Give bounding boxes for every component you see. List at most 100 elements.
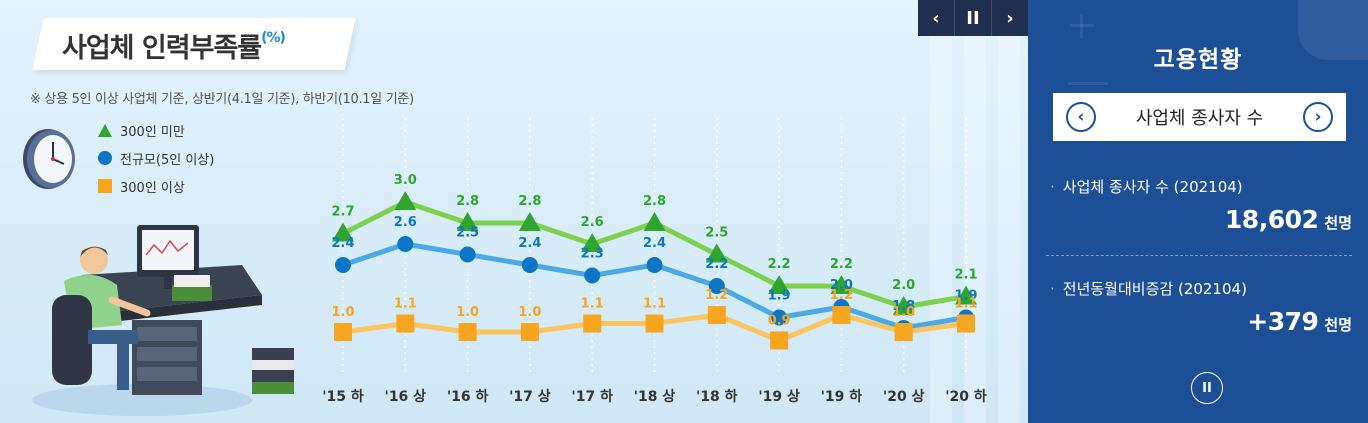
panel-title: 고용현황 [1153, 47, 1243, 73]
stat-label-text: 사업체 종사자 수 (202104) [1062, 178, 1243, 196]
triangle-point [955, 285, 977, 305]
triangle-marker-icon [98, 123, 112, 137]
pause-button[interactable]: II [954, 0, 991, 36]
square-point [396, 314, 415, 333]
triangle-point [518, 212, 541, 231]
chevron-left-icon: ‹ [932, 7, 940, 29]
square-point [957, 314, 975, 333]
square-point [334, 323, 352, 341]
data-label: 2.6 [394, 215, 417, 230]
legend-label: 300인 미만 [120, 124, 185, 140]
chart-subtitle: ※ 상용 5인 이상 사업체 기준, 상반기(4.1일 기준), 하반기(10.… [30, 92, 414, 107]
background-stripe [998, 0, 1020, 423]
data-label: 3.0 [394, 173, 417, 188]
square-point [583, 314, 602, 333]
data-label: 1.0 [518, 305, 541, 320]
square-point [520, 323, 539, 341]
x-tick-label: '17 하 [571, 388, 613, 405]
square-point [645, 314, 664, 333]
x-tick-label: '20 하 [945, 388, 987, 405]
chart-title: 사업체 인력부족률(%) [62, 26, 286, 65]
stat-label-text: 전년동월대비증감 (202104) [1062, 280, 1247, 298]
data-label: 2.5 [456, 226, 479, 241]
data-label: 0.9 [768, 314, 791, 329]
x-tick-label: '19 상 [758, 389, 800, 405]
x-tick-label: '17 상 [509, 389, 551, 405]
data-label: 2.8 [456, 194, 479, 209]
pause-icon: II [966, 7, 980, 29]
slider-nav: ‹ II › [918, 0, 1028, 36]
office-worker-illustration [32, 225, 262, 416]
data-label: 2.6 [581, 215, 604, 230]
data-label: 2.7 [331, 205, 354, 220]
line-chart: 2.7 3.0 2.8 2.8 2.6 2.8 2.5 2.2 2.2 2.0 2.1 2.4 2.6 2… [322, 173, 987, 405]
triangle-point [643, 212, 666, 231]
circle-point [521, 257, 538, 273]
chart-section: 사업체 인력부족률(%) ※ 상용 5인 이상 사업체 기준, 상반기(4.1일… [0, 0, 1028, 423]
data-label: 2.0 [892, 278, 915, 293]
data-label: 2.4 [518, 236, 541, 251]
stat-number: 18,602 [1224, 205, 1319, 234]
prev-slide-button[interactable]: ‹ [918, 0, 954, 36]
data-label: 1.2 [705, 288, 728, 303]
selector-next-button[interactable]: › [1303, 102, 1333, 132]
plus-decoration [1080, 14, 1083, 38]
plus-decoration [1070, 24, 1094, 27]
decoration [1068, 82, 1108, 85]
data-label: 2.3 [581, 247, 604, 262]
panel-pause-button[interactable]: II [1191, 372, 1223, 404]
data-label: 1.8 [892, 299, 915, 314]
data-label: 1.1 [581, 297, 604, 312]
data-label: 1.9 [954, 289, 977, 304]
chevron-left-icon: ‹ [1077, 107, 1085, 127]
data-label: 2.1 [954, 268, 977, 283]
clock-icon [23, 129, 75, 189]
data-label: 1.0 [331, 305, 354, 320]
data-label: 1.9 [768, 289, 791, 304]
data-label: 2.2 [705, 257, 728, 272]
x-tick-label: '20 상 [883, 389, 925, 405]
square-point [707, 306, 726, 324]
triangle-point [456, 212, 479, 231]
stat-unit: 천명 [1324, 316, 1352, 334]
data-label: 2.5 [705, 226, 728, 241]
legend-label: 전규모(5인 이상) [120, 152, 215, 168]
chart-title-text: 사업체 인력부족률 [62, 33, 262, 64]
x-tick-label: '18 상 [634, 389, 676, 405]
triangle-point [332, 222, 354, 242]
triangle-point [394, 191, 417, 210]
triangle-point [581, 233, 604, 252]
books-icon [252, 348, 294, 394]
data-label: 1.1 [394, 297, 417, 312]
circle-marker-icon [98, 151, 112, 165]
square-point [458, 323, 477, 341]
data-label: 2.8 [518, 194, 541, 209]
stat-value-yoy-change: +379 천명 [1247, 307, 1352, 336]
circle-point [397, 236, 414, 252]
stat-unit: 천명 [1324, 214, 1352, 232]
data-label: 2.4 [643, 236, 666, 251]
legend-item-under-300: 300인 미만 [98, 120, 185, 140]
x-tick-label: '16 하 [447, 388, 489, 405]
circle-point [584, 267, 601, 284]
triangle-point [892, 296, 915, 315]
circle-point [708, 278, 725, 294]
circle-point [646, 257, 663, 273]
selector-label: 사업체 종사자 수 [1135, 108, 1264, 129]
data-label: 2.8 [643, 194, 666, 209]
square-point [770, 331, 789, 350]
circle-point [771, 309, 788, 326]
chevron-right-icon: › [1314, 107, 1322, 127]
x-tick-label: '19 하 [821, 388, 863, 405]
chevron-right-icon: › [1006, 7, 1014, 29]
selector-prev-button[interactable]: ‹ [1066, 102, 1096, 132]
data-label: 1.2 [830, 288, 853, 303]
next-slide-button[interactable]: › [991, 0, 1028, 36]
stat-value-workers: 18,602 천명 [1225, 205, 1352, 234]
data-label: 1.0 [892, 305, 915, 320]
legend-item-over-300: 300인 이상 [98, 176, 185, 196]
triangle-point [705, 243, 728, 263]
square-point [832, 306, 851, 324]
x-tick-label: '16 상 [385, 389, 427, 405]
